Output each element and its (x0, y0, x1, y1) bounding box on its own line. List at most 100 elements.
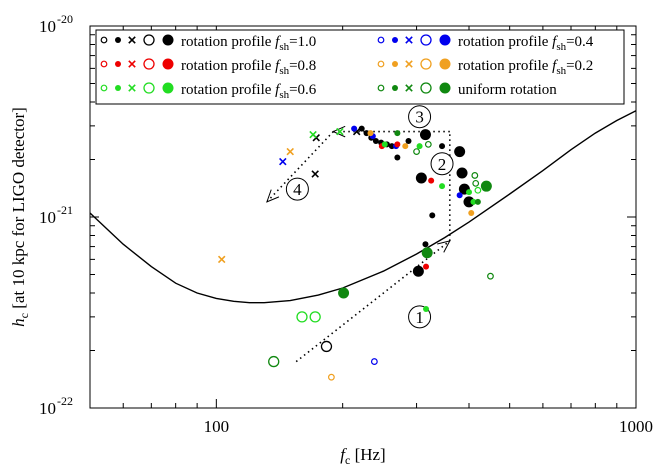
data-point-series-2 (351, 125, 358, 132)
data-point-series-5 (465, 189, 472, 196)
data-point-series-6 (268, 355, 280, 368)
legend-marker (439, 58, 451, 70)
data-point-series-5 (474, 186, 482, 194)
data-point-series-1 (454, 146, 466, 158)
data-point-series-4 (402, 143, 409, 150)
data-point-series-1 (429, 212, 436, 219)
data-point-series-1 (388, 143, 395, 150)
legend-marker (162, 58, 174, 70)
data-point-series-1 (358, 125, 365, 132)
data-point-series-5 (470, 198, 477, 205)
legend-marker (405, 60, 413, 68)
legend: rotation profile fsh=1.0 rotation profile… (95, 29, 625, 105)
sensitivity-curve (89, 110, 637, 304)
step-label-1: 1 (415, 308, 424, 327)
legend-marker (100, 36, 108, 44)
data-point-series-5 (296, 311, 308, 323)
data-point-series-4 (367, 130, 374, 137)
data-point-series-6 (421, 247, 433, 259)
legend-marker (162, 82, 174, 94)
legend-marker (392, 61, 398, 67)
legend-marker (162, 34, 174, 46)
data-point-series-6 (394, 130, 401, 137)
legend-marker (100, 60, 108, 68)
x-tick-label: 100 (204, 417, 230, 436)
path-segment-1 (295, 240, 451, 363)
path-layer: 1 2 3 4 (266, 105, 454, 363)
data-point-series-2 (456, 192, 463, 199)
data-point-series-6 (413, 148, 420, 155)
step-label-2: 2 (438, 155, 447, 174)
legend-marker (128, 60, 136, 68)
legend-marker (115, 61, 121, 67)
legend-marker (405, 36, 413, 44)
step-label-circle-2 (430, 152, 454, 176)
data-point-series-6 (471, 172, 479, 179)
data-point-series-1 (422, 241, 429, 248)
legend-marker (128, 84, 136, 92)
data-point-series-1 (405, 137, 412, 144)
data-point-series-4 (468, 209, 475, 216)
legend-box (95, 29, 625, 105)
data-point-series-6 (474, 198, 481, 205)
data-point-series-6 (487, 272, 494, 280)
data-point-series-6 (338, 287, 350, 299)
legend-marker (405, 84, 413, 92)
legend-label: uniform rotation (458, 82, 557, 98)
data-point-series-5 (439, 183, 446, 190)
data-point-series-4 (217, 255, 226, 264)
x-tick-label: 1000 (619, 417, 653, 436)
data-point-series-6 (472, 179, 480, 187)
data-point-series-3 (423, 263, 430, 270)
data-point-series-5 (423, 305, 430, 312)
legend-marker (377, 60, 385, 68)
legend-marker (143, 58, 155, 70)
y-tick-label: 10 (39, 208, 56, 227)
y-tick-exponent: -20 (57, 12, 73, 26)
data-point-series-4 (327, 373, 335, 381)
legend-marker (115, 85, 121, 91)
x-axis-label: fc [Hz] (340, 445, 385, 466)
legend-marker (377, 84, 385, 92)
step-label-circle-4 (285, 177, 309, 201)
legend-label: rotation profile fsh=1.0 (181, 34, 316, 53)
legend-marker (377, 36, 385, 44)
arrowhead-3 (332, 125, 346, 138)
data-point-series-1 (463, 196, 475, 208)
y-axis-label: hc [at 10 kpc for LIGO detector] (9, 107, 31, 327)
legend-marker (143, 34, 155, 46)
data-point-series-1 (394, 154, 401, 161)
legend-label: rotation profile fsh=0.6 (181, 82, 317, 101)
legend-marker (392, 37, 398, 43)
arrowhead-1 (437, 240, 451, 253)
data-point-series-2 (370, 358, 378, 365)
data-point-series-1 (439, 143, 446, 150)
legend-marker (420, 58, 432, 70)
legend-marker (100, 84, 108, 92)
legend-label: rotation profile fsh=0.2 (458, 58, 593, 77)
step-label-3: 3 (415, 108, 424, 127)
data-point-series-1 (415, 172, 427, 184)
data-point-series-1 (320, 340, 333, 353)
data-point-series-4 (286, 147, 294, 156)
data-point-series-1 (412, 265, 424, 277)
legend-marker (420, 34, 432, 46)
points-layer (217, 125, 494, 381)
curve-layer (89, 110, 637, 304)
y-tick-label: 10 (39, 17, 56, 36)
y-tick-exponent: -21 (57, 203, 73, 217)
data-point-series-3 (428, 177, 435, 184)
legend-marker (115, 37, 121, 43)
data-point-series-1 (372, 137, 379, 144)
data-point-series-6 (424, 140, 432, 148)
legend-marker (128, 36, 136, 44)
data-point-series-2 (279, 157, 287, 166)
legend-marker (420, 82, 432, 94)
legend-label: rotation profile fsh=0.4 (458, 34, 594, 53)
legend-marker (439, 82, 451, 94)
data-point-series-5 (309, 130, 317, 139)
legend-label: rotation profile fsh=0.8 (181, 58, 316, 77)
